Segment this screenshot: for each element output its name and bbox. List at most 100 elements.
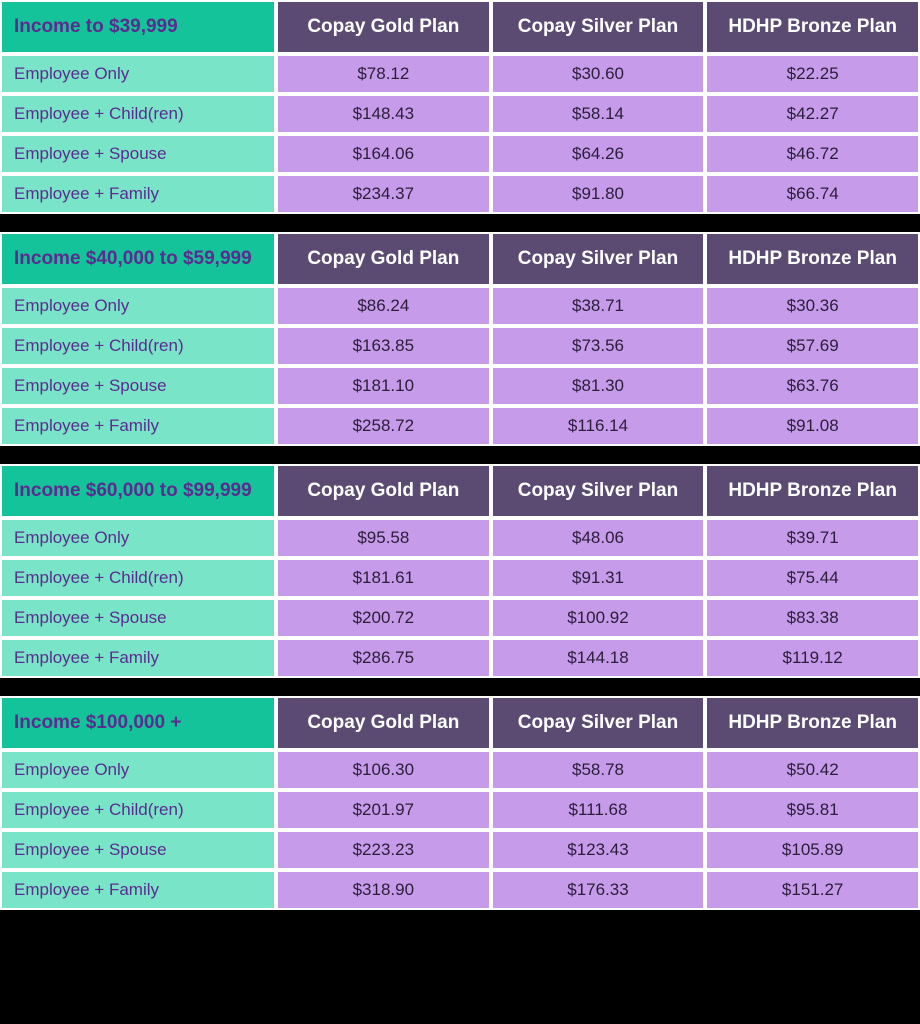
price-cell: $144.18 bbox=[491, 638, 706, 678]
table-row: Employee Only $78.12 $30.60 $22.25 bbox=[0, 54, 920, 94]
price-cell: $234.37 bbox=[276, 174, 491, 214]
price-cell: $81.30 bbox=[491, 366, 706, 406]
table-row: Employee + Family $234.37 $91.80 $66.74 bbox=[0, 174, 920, 214]
price-cell: $66.74 bbox=[705, 174, 920, 214]
price-cell: $91.80 bbox=[491, 174, 706, 214]
price-cell: $148.43 bbox=[276, 94, 491, 134]
coverage-tier-label: Employee Only bbox=[0, 750, 276, 790]
price-cell: $163.85 bbox=[276, 326, 491, 366]
price-cell: $48.06 bbox=[491, 518, 706, 558]
plan-header: Copay Silver Plan bbox=[491, 0, 706, 54]
coverage-tier-label: Employee + Spouse bbox=[0, 830, 276, 870]
income-table: Income $60,000 to $99,999 Copay Gold Pla… bbox=[0, 464, 920, 678]
price-cell: $164.06 bbox=[276, 134, 491, 174]
coverage-tier-label: Employee + Family bbox=[0, 174, 276, 214]
plan-header: HDHP Bronze Plan bbox=[705, 0, 920, 54]
price-cell: $39.71 bbox=[705, 518, 920, 558]
plan-header: Copay Gold Plan bbox=[276, 0, 491, 54]
price-cell: $75.44 bbox=[705, 558, 920, 598]
table-gap bbox=[0, 214, 920, 232]
table-gap bbox=[0, 446, 920, 464]
price-cell: $176.33 bbox=[491, 870, 706, 910]
coverage-tier-label: Employee + Family bbox=[0, 406, 276, 446]
table-row: Employee + Child(ren) $181.61 $91.31 $75… bbox=[0, 558, 920, 598]
income-bracket-header: Income $100,000 + bbox=[0, 696, 276, 750]
price-cell: $95.81 bbox=[705, 790, 920, 830]
price-cell: $119.12 bbox=[705, 638, 920, 678]
price-cell: $30.36 bbox=[705, 286, 920, 326]
price-cell: $100.92 bbox=[491, 598, 706, 638]
coverage-tier-label: Employee + Child(ren) bbox=[0, 790, 276, 830]
coverage-tier-label: Employee Only bbox=[0, 518, 276, 558]
table-row: Employee + Child(ren) $148.43 $58.14 $42… bbox=[0, 94, 920, 134]
table-row: Employee + Family $318.90 $176.33 $151.2… bbox=[0, 870, 920, 910]
plan-header: HDHP Bronze Plan bbox=[705, 232, 920, 286]
price-cell: $95.58 bbox=[276, 518, 491, 558]
price-cell: $73.56 bbox=[491, 326, 706, 366]
price-cell: $105.89 bbox=[705, 830, 920, 870]
coverage-tier-label: Employee + Spouse bbox=[0, 366, 276, 406]
coverage-tier-label: Employee + Family bbox=[0, 870, 276, 910]
plan-header: Copay Gold Plan bbox=[276, 696, 491, 750]
price-cell: $258.72 bbox=[276, 406, 491, 446]
table-row: Employee + Spouse $181.10 $81.30 $63.76 bbox=[0, 366, 920, 406]
price-cell: $91.31 bbox=[491, 558, 706, 598]
table-gap bbox=[0, 678, 920, 696]
price-cell: $63.76 bbox=[705, 366, 920, 406]
coverage-tier-label: Employee Only bbox=[0, 286, 276, 326]
price-cell: $181.10 bbox=[276, 366, 491, 406]
table-row: Employee + Family $258.72 $116.14 $91.08 bbox=[0, 406, 920, 446]
price-cell: $83.38 bbox=[705, 598, 920, 638]
price-cell: $200.72 bbox=[276, 598, 491, 638]
price-cell: $151.27 bbox=[705, 870, 920, 910]
price-cell: $22.25 bbox=[705, 54, 920, 94]
income-table: Income to $39,999 Copay Gold Plan Copay … bbox=[0, 0, 920, 214]
coverage-tier-label: Employee + Child(ren) bbox=[0, 94, 276, 134]
plan-header: HDHP Bronze Plan bbox=[705, 464, 920, 518]
price-cell: $42.27 bbox=[705, 94, 920, 134]
coverage-tier-label: Employee Only bbox=[0, 54, 276, 94]
price-cell: $181.61 bbox=[276, 558, 491, 598]
coverage-tier-label: Employee + Family bbox=[0, 638, 276, 678]
plan-header: Copay Silver Plan bbox=[491, 464, 706, 518]
price-cell: $201.97 bbox=[276, 790, 491, 830]
price-cell: $57.69 bbox=[705, 326, 920, 366]
table-row: Employee Only $106.30 $58.78 $50.42 bbox=[0, 750, 920, 790]
price-cell: $46.72 bbox=[705, 134, 920, 174]
table-row: Employee + Spouse $164.06 $64.26 $46.72 bbox=[0, 134, 920, 174]
plan-header: Copay Silver Plan bbox=[491, 696, 706, 750]
table-row: Employee + Family $286.75 $144.18 $119.1… bbox=[0, 638, 920, 678]
price-cell: $78.12 bbox=[276, 54, 491, 94]
income-tables-container: Income to $39,999 Copay Gold Plan Copay … bbox=[0, 0, 920, 910]
table-row: Employee + Child(ren) $201.97 $111.68 $9… bbox=[0, 790, 920, 830]
price-cell: $38.71 bbox=[491, 286, 706, 326]
price-cell: $223.23 bbox=[276, 830, 491, 870]
price-cell: $30.60 bbox=[491, 54, 706, 94]
price-cell: $58.14 bbox=[491, 94, 706, 134]
table-row: Employee Only $86.24 $38.71 $30.36 bbox=[0, 286, 920, 326]
table-row: Employee Only $95.58 $48.06 $39.71 bbox=[0, 518, 920, 558]
price-cell: $116.14 bbox=[491, 406, 706, 446]
income-table: Income $40,000 to $59,999 Copay Gold Pla… bbox=[0, 232, 920, 446]
price-cell: $50.42 bbox=[705, 750, 920, 790]
price-cell: $91.08 bbox=[705, 406, 920, 446]
price-cell: $86.24 bbox=[276, 286, 491, 326]
price-cell: $123.43 bbox=[491, 830, 706, 870]
price-cell: $286.75 bbox=[276, 638, 491, 678]
price-cell: $111.68 bbox=[491, 790, 706, 830]
coverage-tier-label: Employee + Child(ren) bbox=[0, 326, 276, 366]
table-row: Employee + Spouse $223.23 $123.43 $105.8… bbox=[0, 830, 920, 870]
price-cell: $64.26 bbox=[491, 134, 706, 174]
price-cell: $58.78 bbox=[491, 750, 706, 790]
income-bracket-header: Income $40,000 to $59,999 bbox=[0, 232, 276, 286]
plan-header: Copay Gold Plan bbox=[276, 464, 491, 518]
table-row: Employee + Spouse $200.72 $100.92 $83.38 bbox=[0, 598, 920, 638]
plan-header: Copay Silver Plan bbox=[491, 232, 706, 286]
income-bracket-header: Income $60,000 to $99,999 bbox=[0, 464, 276, 518]
coverage-tier-label: Employee + Child(ren) bbox=[0, 558, 276, 598]
coverage-tier-label: Employee + Spouse bbox=[0, 598, 276, 638]
table-row: Employee + Child(ren) $163.85 $73.56 $57… bbox=[0, 326, 920, 366]
price-cell: $106.30 bbox=[276, 750, 491, 790]
plan-header: Copay Gold Plan bbox=[276, 232, 491, 286]
plan-header: HDHP Bronze Plan bbox=[705, 696, 920, 750]
